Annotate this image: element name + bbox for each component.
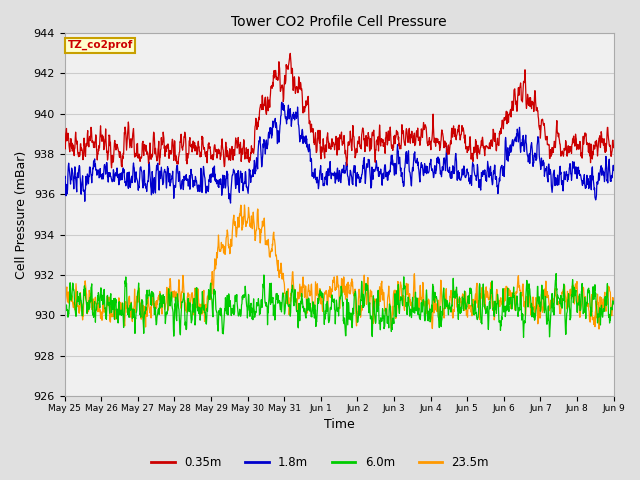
Text: TZ_co2prof: TZ_co2prof [67, 40, 132, 50]
Legend: 0.35m, 1.8m, 6.0m, 23.5m: 0.35m, 1.8m, 6.0m, 23.5m [146, 452, 494, 474]
X-axis label: Time: Time [324, 419, 355, 432]
Y-axis label: Cell Pressure (mBar): Cell Pressure (mBar) [15, 150, 28, 279]
Title: Tower CO2 Profile Cell Pressure: Tower CO2 Profile Cell Pressure [231, 15, 447, 29]
